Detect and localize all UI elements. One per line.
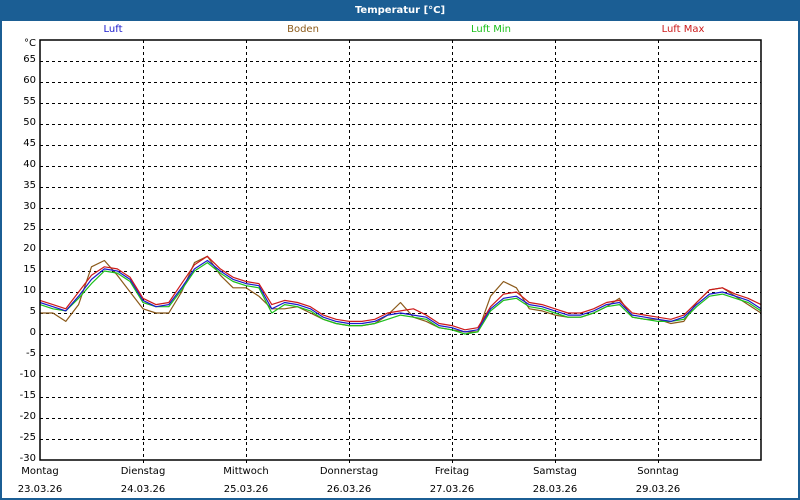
y-tick-label: 45 [23, 138, 36, 149]
y-tick-label: -10 [19, 369, 36, 380]
x-tick-label-day: Freitag 27.03.26 [430, 464, 475, 497]
y-tick-label: 60 [23, 75, 36, 86]
y-tick-label: 50 [23, 117, 36, 128]
weekday-label: Freitag [434, 466, 470, 477]
y-tick-label: -20 [19, 411, 36, 422]
y-axis-unit: °C [24, 38, 36, 49]
legend-item-boden: Boden [287, 24, 319, 35]
y-tick-label: 65 [23, 54, 36, 65]
date-label: 29.03.26 [635, 484, 681, 495]
weekday-label: Samstag [533, 466, 577, 477]
y-tick-label: 10 [23, 285, 36, 296]
legend-item-luft-max: Luft Max [661, 24, 705, 35]
x-tick-label-day: Montag 23.03.26 [18, 464, 63, 497]
y-tick-label: 0 [29, 327, 36, 338]
date-label: 24.03.26 [120, 484, 166, 495]
weekday-label: Sonntag [637, 466, 679, 477]
weekday-label: Montag [21, 466, 59, 477]
y-tick-label: 35 [23, 180, 36, 191]
x-tick-label-day: Samstag 28.03.26 [533, 464, 578, 497]
window-title: Temperatur [°C] [2, 2, 798, 21]
series-line-luft [39, 259, 762, 333]
weekday-label: Dienstag [120, 466, 166, 477]
date-label: 23.03.26 [17, 484, 63, 495]
y-tick-label: -25 [19, 432, 36, 443]
weekday-label: Donnerstag [319, 466, 379, 477]
date-label: 26.03.26 [326, 484, 372, 495]
y-tick-label: -5 [26, 348, 36, 359]
weekday-label: Mittwoch [223, 466, 269, 477]
legend-item-luft-min: Luft Min [471, 24, 511, 35]
plot-frame [39, 39, 762, 461]
y-tick-label: 20 [23, 243, 36, 254]
y-tick-label: -15 [19, 390, 36, 401]
y-tick-label: 30 [23, 201, 36, 212]
y-tick-label: 5 [29, 306, 36, 317]
y-tick-label: 55 [23, 96, 36, 107]
series-line-luft-max [39, 255, 762, 331]
date-label: 25.03.26 [223, 484, 269, 495]
x-tick-label-day: Mittwoch 25.03.26 [223, 464, 268, 497]
y-tick-label: 25 [23, 222, 36, 233]
grid-lines [40, 40, 761, 464]
legend-item-luft: Luft [103, 24, 123, 35]
y-tick-label: -30 [19, 453, 36, 464]
x-tick-label-day: Donnerstag 26.03.26 [320, 464, 378, 497]
series-line-luft-min [39, 262, 762, 335]
y-tick-label: 15 [23, 264, 36, 275]
x-tick-label-day: Dienstag 24.03.26 [121, 464, 166, 497]
y-tick-label: 40 [23, 159, 36, 170]
date-label: 28.03.26 [532, 484, 578, 495]
data-lines [39, 255, 762, 335]
x-tick-label-day: Sonntag 29.03.26 [636, 464, 681, 497]
date-label: 27.03.26 [429, 484, 475, 495]
